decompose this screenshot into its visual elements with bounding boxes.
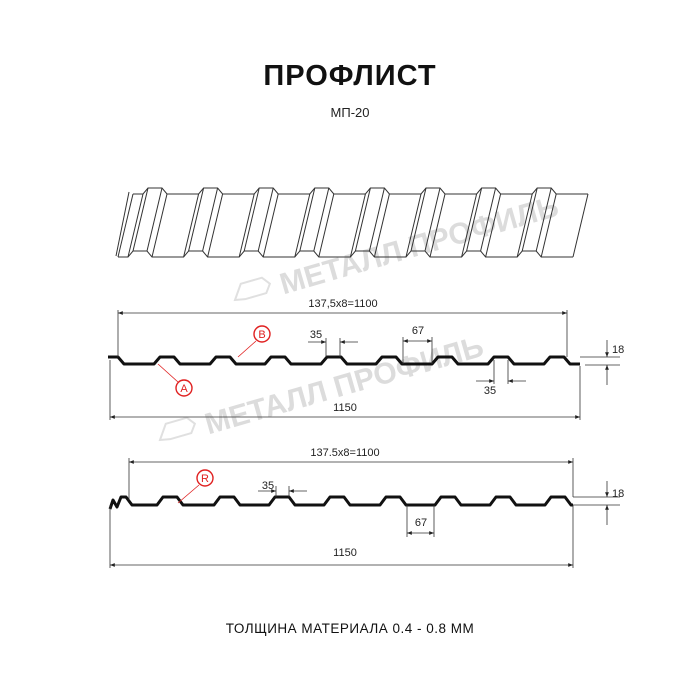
model-subtitle: МП-20 [330,105,370,120]
marker-b: B [237,325,271,358]
svg-text:A: A [180,383,188,395]
svg-text:B: B [258,329,265,341]
profile-top: 137,5x8=1100 1150 35 67 35 18 B A [108,298,624,420]
watermark-logo-icon [233,276,272,302]
profile-top-shape [108,355,580,366]
sheet-3d-view [115,187,589,258]
width-label: 1150 [333,402,357,414]
watermark-2: МЕТАЛЛ ПРОФИЛЬ [158,330,487,442]
rib-top-label: 35 [310,329,322,341]
rib-top-label: 35 [262,480,274,492]
page-title: ПРОФЛИСТ [263,60,437,92]
height-label: 18 [612,344,624,356]
watermark-text: МЕТАЛЛ ПРОФИЛЬ [276,190,562,301]
pitch-label: 137,5x8=1100 [308,298,377,310]
marker-a: A [157,363,193,397]
height-label: 18 [612,488,624,500]
watermark-1: МЕТАЛЛ ПРОФИЛЬ [233,190,562,302]
width-label: 1150 [333,547,357,559]
pitch-label: 137.5x8=1100 [310,447,379,459]
profile-bottom-shape [108,495,573,510]
rib-bottom-label: 35 [484,385,496,397]
material-thickness: ТОЛЩИНА МАТЕРИАЛА 0.4 - 0.8 ММ [225,621,475,636]
watermark-logo-icon [158,416,197,442]
profile-bottom: 137.5x8=1100 1150 35 67 18 R [108,447,624,568]
svg-text:R: R [201,473,209,485]
watermark-text: МЕТАЛЛ ПРОФИЛЬ [201,330,487,441]
bottom-flat-label: 67 [415,517,427,529]
bottom-flat-label: 67 [412,325,424,337]
marker-r: R [177,469,214,504]
